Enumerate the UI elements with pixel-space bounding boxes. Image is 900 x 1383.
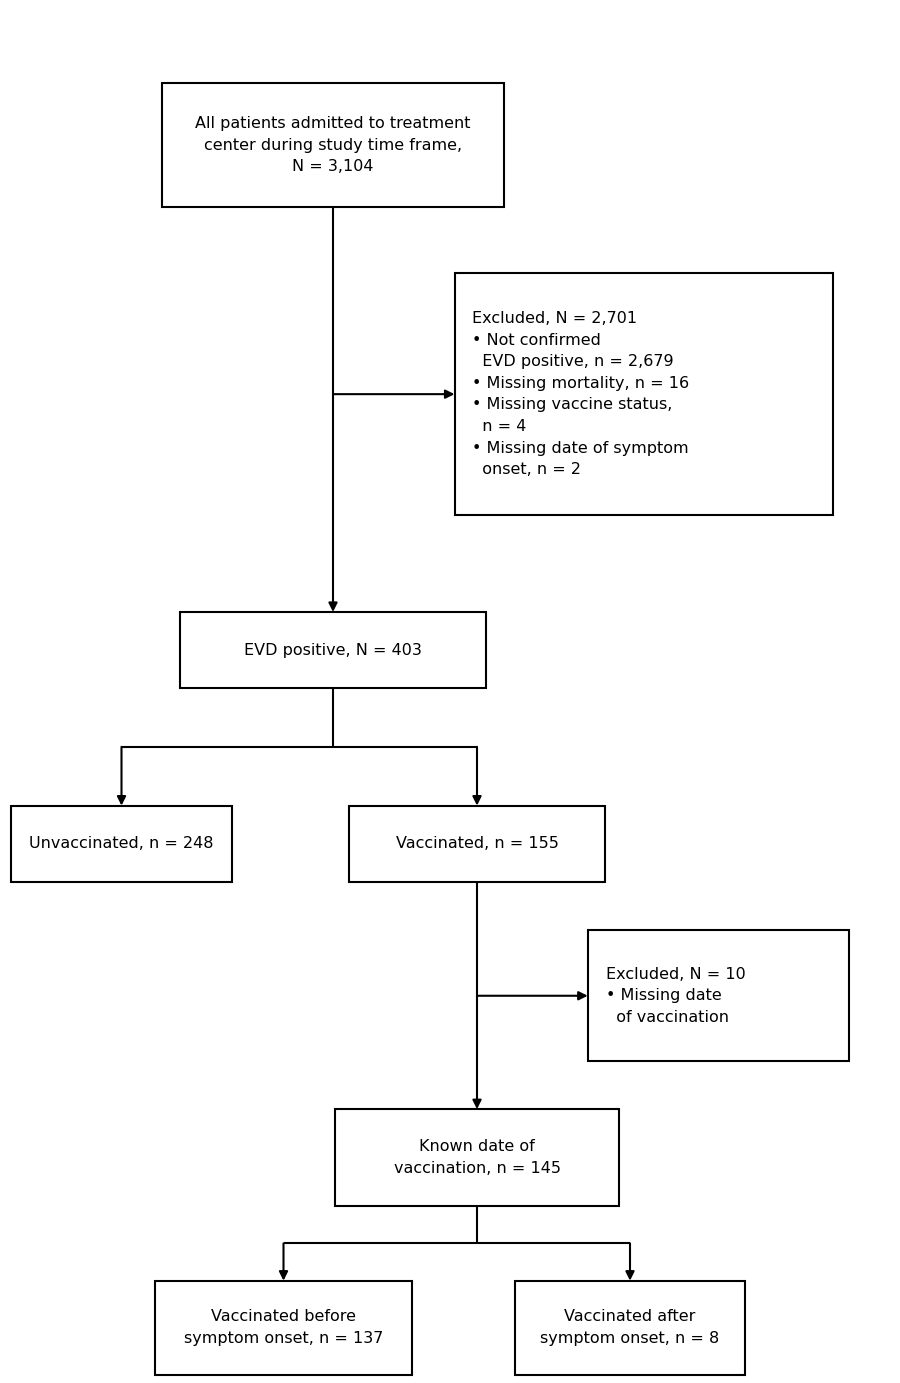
FancyBboxPatch shape [162, 83, 504, 207]
Text: Vaccinated, n = 155: Vaccinated, n = 155 [396, 837, 558, 851]
Text: Known date of
vaccination, n = 145: Known date of vaccination, n = 145 [393, 1140, 561, 1176]
FancyBboxPatch shape [155, 1281, 412, 1375]
Text: Vaccinated before
symptom onset, n = 137: Vaccinated before symptom onset, n = 137 [184, 1310, 383, 1346]
Text: Excluded, N = 10
• Missing date
  of vaccination: Excluded, N = 10 • Missing date of vacci… [606, 967, 745, 1025]
Text: Unvaccinated, n = 248: Unvaccinated, n = 248 [30, 837, 214, 851]
FancyBboxPatch shape [12, 805, 232, 882]
Text: All patients admitted to treatment
center during study time frame,
N = 3,104: All patients admitted to treatment cente… [195, 116, 471, 174]
FancyBboxPatch shape [349, 805, 606, 882]
Text: Excluded, N = 2,701
• Not confirmed
  EVD positive, n = 2,679
• Missing mortalit: Excluded, N = 2,701 • Not confirmed EVD … [472, 311, 689, 477]
FancyBboxPatch shape [515, 1281, 745, 1375]
FancyBboxPatch shape [588, 929, 849, 1062]
FancyBboxPatch shape [336, 1109, 619, 1206]
FancyBboxPatch shape [180, 611, 486, 687]
Text: Vaccinated after
symptom onset, n = 8: Vaccinated after symptom onset, n = 8 [540, 1310, 720, 1346]
FancyBboxPatch shape [454, 274, 832, 516]
Text: EVD positive, N = 403: EVD positive, N = 403 [244, 643, 422, 657]
